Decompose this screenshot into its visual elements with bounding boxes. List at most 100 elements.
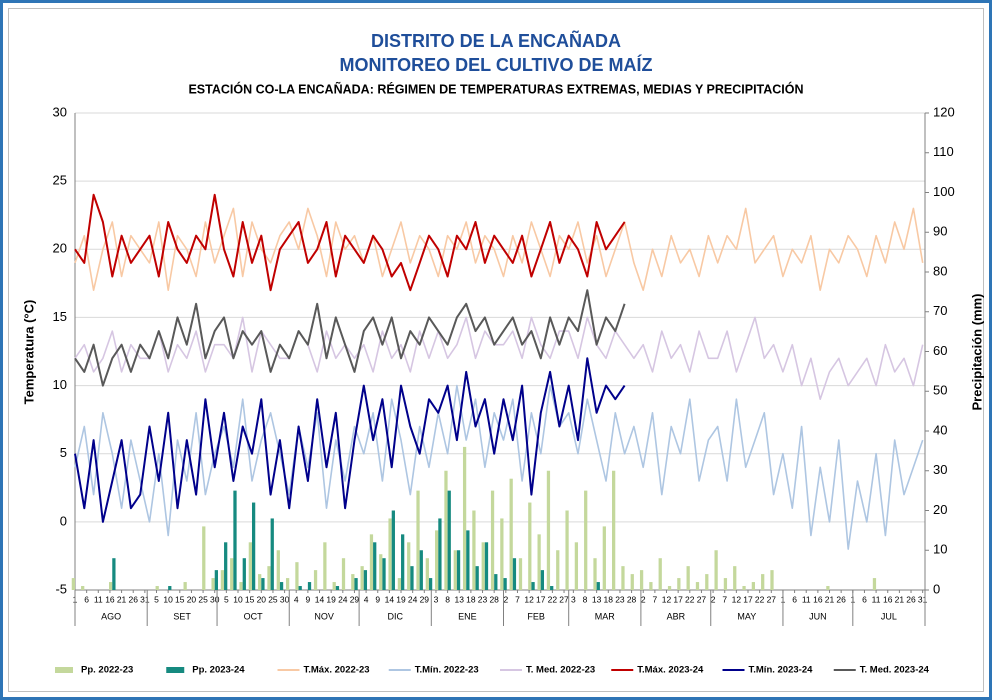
- precip-bar: [733, 566, 737, 590]
- precip-bar: [509, 478, 513, 590]
- x-tick-label: 26: [128, 594, 138, 604]
- x-tick-label: 28: [489, 594, 499, 604]
- chart-title: DISTRITO DE LA ENCAÑADA: [371, 30, 621, 51]
- legend-label: T.Máx. 2023-24: [637, 665, 704, 676]
- precip-bar: [500, 518, 504, 590]
- precip-bar: [242, 558, 246, 590]
- x-tick-label: 26: [836, 594, 846, 604]
- precip-bar: [323, 542, 327, 590]
- temperature-line: [74, 316, 924, 400]
- legend-swatch: [166, 667, 185, 673]
- precip-bar: [419, 550, 423, 590]
- legend-label: Pp. 2022-23: [81, 665, 133, 676]
- x-tick-label: 25: [198, 594, 208, 604]
- precip-bar: [401, 534, 405, 590]
- precip-bar: [341, 558, 346, 590]
- precip-bar: [556, 550, 560, 590]
- x-tick-label: 3: [571, 594, 576, 604]
- y-axis-label: Temperatura (°C): [21, 300, 36, 405]
- precip-bar: [490, 490, 495, 590]
- month-label: SET: [173, 611, 191, 621]
- precip-bar: [695, 582, 700, 590]
- temperature-line: [74, 289, 626, 387]
- precip-bar: [484, 542, 489, 590]
- precip-bar: [214, 570, 218, 590]
- inner-frame: [8, 8, 984, 692]
- temperature-line: [74, 207, 924, 291]
- x-tick-label: 31: [918, 594, 928, 604]
- x-tick-label: 17: [536, 594, 546, 604]
- precip-bar: [202, 526, 206, 590]
- month-label: JUL: [881, 611, 897, 621]
- x-tick-label: 2: [503, 594, 508, 604]
- precip-bar: [705, 574, 709, 590]
- y2-tick-label: 100: [933, 184, 955, 199]
- precip-bar: [382, 558, 386, 590]
- precip-bar: [307, 582, 312, 590]
- y2-tick-label: 60: [933, 343, 947, 358]
- legend-label: Pp. 2023-24: [192, 665, 245, 676]
- y2-tick-label: 10: [933, 542, 947, 557]
- precip-bar: [416, 490, 420, 590]
- y2-tick-label: 120: [933, 104, 955, 119]
- precip-bar: [397, 578, 402, 590]
- precip-bar: [540, 570, 545, 590]
- legend-label: T.Mín. 2022-23: [415, 665, 479, 676]
- x-tick-label: 27: [559, 594, 569, 604]
- month-label: FEB: [527, 611, 545, 621]
- y2-tick-label: 90: [933, 224, 947, 239]
- precip-bar: [565, 510, 569, 590]
- precip-bar: [351, 574, 355, 590]
- legend-label: T.Mín. 2023-24: [749, 665, 814, 676]
- precip-bar: [81, 586, 85, 590]
- y-tick-label: 20: [53, 241, 67, 256]
- precip-bar: [261, 578, 265, 590]
- x-tick-label: 14: [315, 594, 325, 604]
- month-label: DIC: [387, 611, 403, 621]
- precip-bar: [826, 586, 830, 590]
- precip-bar: [550, 586, 554, 590]
- x-tick-label: 17: [743, 594, 753, 604]
- precip-bar: [363, 570, 368, 590]
- precip-bar: [298, 586, 302, 590]
- precip-bar: [494, 574, 498, 590]
- precip-bar: [667, 586, 672, 590]
- y2-tick-label: 50: [933, 383, 947, 398]
- precip-bar: [410, 566, 414, 590]
- month-label: AGO: [101, 611, 121, 621]
- precip-bar: [276, 550, 280, 590]
- x-tick-label: 22: [685, 594, 695, 604]
- precip-bar: [639, 570, 644, 590]
- x-tick-label: 10: [233, 594, 243, 604]
- precip-bar: [379, 554, 383, 590]
- x-tick-label: 9: [306, 594, 311, 604]
- x-tick-label: 12: [524, 594, 534, 604]
- x-tick-label: 27: [697, 594, 707, 604]
- precip-bar: [531, 582, 535, 590]
- precip-bar: [155, 586, 159, 590]
- y-tick-label: 5: [60, 445, 67, 460]
- precip-bar: [230, 558, 234, 590]
- precip-bar: [428, 578, 433, 590]
- temperature-line: [74, 357, 626, 523]
- temperature-line: [74, 193, 626, 292]
- x-tick-label: 19: [396, 594, 406, 604]
- legend-swatch: [55, 667, 73, 673]
- x-tick-label: 30: [210, 594, 220, 604]
- precip-bar: [71, 578, 75, 590]
- precip-bar: [872, 578, 877, 590]
- x-tick-label: 16: [105, 594, 115, 604]
- precip-bar: [593, 558, 597, 590]
- precip-bar: [512, 558, 517, 590]
- x-tick-label: 6: [792, 594, 797, 604]
- precip-bar: [360, 566, 364, 590]
- precip-bar: [435, 530, 439, 590]
- precip-bar: [239, 582, 243, 590]
- x-tick-label: 20: [257, 594, 267, 604]
- y2-tick-label: 110: [933, 144, 954, 159]
- precip-bar: [267, 566, 271, 590]
- x-tick-label: 14: [385, 594, 395, 604]
- precip-bar: [649, 582, 653, 590]
- precip-bar: [584, 490, 588, 590]
